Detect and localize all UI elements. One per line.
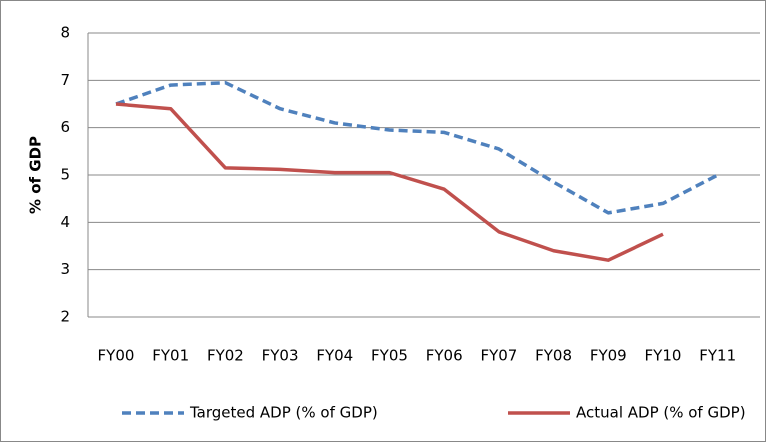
legend-label: Targeted ADP (% of GDP) <box>189 404 378 422</box>
x-tick-label: FY01 <box>152 347 189 365</box>
x-tick-label: FY09 <box>590 347 627 365</box>
x-tick-label: FY06 <box>426 347 463 365</box>
x-tick-label: FY07 <box>480 347 517 365</box>
legend-label: Actual ADP (% of GDP) <box>576 404 746 422</box>
y-tick-label: 6 <box>60 118 70 136</box>
y-tick-label: 7 <box>60 71 70 89</box>
x-tick-label: FY11 <box>699 347 736 365</box>
x-tick-label: FY05 <box>371 347 408 365</box>
y-axis-title: % of GDP <box>27 136 45 214</box>
y-tick-label: 5 <box>60 166 70 184</box>
x-tick-label: FY02 <box>207 347 244 365</box>
x-tick-label: FY04 <box>316 347 353 365</box>
x-tick-label: FY03 <box>262 347 299 365</box>
series-line <box>115 80 719 215</box>
x-tick-label: FY08 <box>535 347 572 365</box>
y-tick-label: 3 <box>60 260 70 278</box>
y-tick-label: 4 <box>60 213 70 231</box>
x-tick-label: FY10 <box>645 347 682 365</box>
x-tick-label: FY00 <box>98 347 135 365</box>
series-line <box>115 102 664 262</box>
y-tick-label: 2 <box>60 308 70 326</box>
y-tick-label: 8 <box>60 24 70 42</box>
